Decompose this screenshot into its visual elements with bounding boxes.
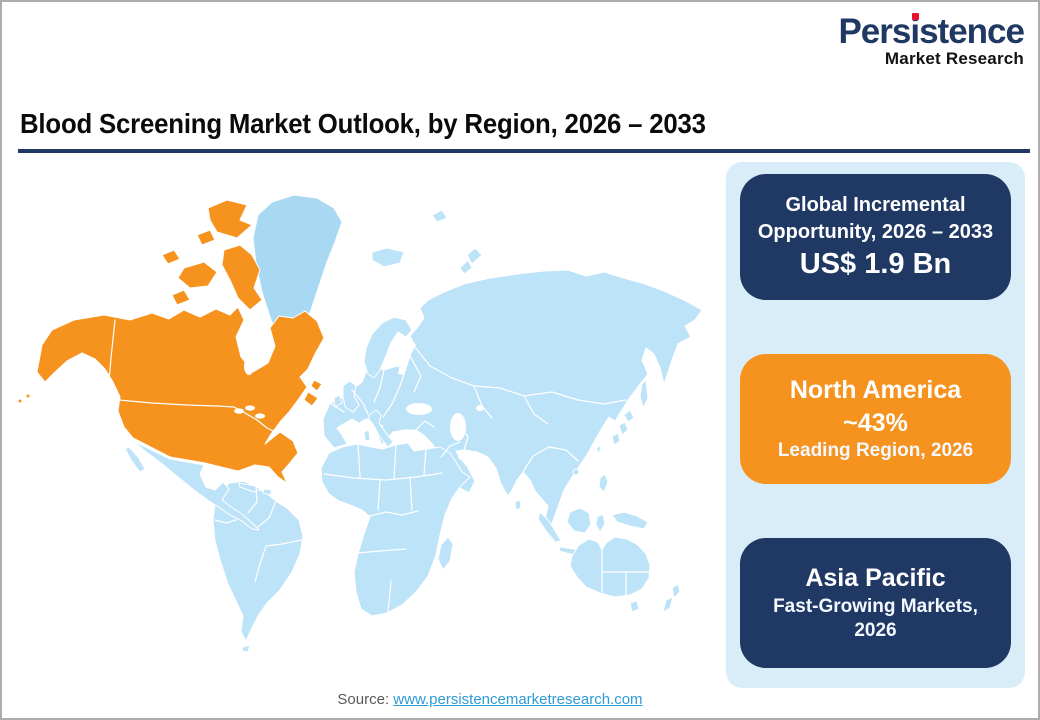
region-uk [342,380,360,413]
region-hainan [572,468,580,476]
region-mexico-central-america [132,440,260,531]
region-greenland [252,194,343,351]
persistence-market-research-logo: Persistence Market Research [838,12,1025,68]
title-underline [18,149,1030,153]
great-lakes [245,405,255,411]
card-value: ~43% [843,408,908,437]
world-map [17,194,703,653]
card-title: North America [789,376,962,405]
james-bay [244,357,254,375]
card-value: US$ 1.9 Bn [799,247,952,280]
great-lakes [255,413,265,419]
region-caribbean [238,482,273,496]
region-italy [368,409,394,448]
source-line: Source: www.persistencemarketresearch.co… [2,691,978,708]
persian-gulf [458,454,470,460]
baltic-sea [398,339,416,375]
region-north-america [17,199,325,484]
card-subtitle: Fast-Growing Markets, [773,595,978,617]
aral-sea [476,405,484,411]
card-title: Asia Pacific [805,564,946,593]
card-subtitle: 2026 [854,620,897,642]
region-australia [569,536,651,598]
card-asia-pacific: Asia Pacific Fast-Growing Markets, 2026 [740,538,1011,668]
card-subtitle: Leading Region, 2026 [777,440,974,462]
region-baja-california [124,446,146,473]
australia-state-borders [601,544,650,597]
region-sakhalin [639,379,649,409]
region-new-zealand [662,583,681,613]
great-lakes [234,408,244,414]
card-north-america: North America ~43% Leading Region, 2026 [740,354,1011,484]
region-svalbard [431,209,448,223]
region-eurasia [322,269,703,532]
africa-borders [323,443,443,613]
source-link[interactable]: www.persistencemarketresearch.com [393,691,643,708]
logo-red-dot-i: i [910,12,920,51]
region-japan [611,409,635,446]
region-ireland [333,394,343,408]
region-madagascar [437,536,454,571]
caspian-sea [450,413,466,441]
region-africa [320,442,471,617]
card-label: Opportunity, 2026 – 2033 [757,220,994,243]
stats-panel: Global Incremental Opportunity, 2026 – 2… [726,162,1025,688]
card-label: Global Incremental [785,193,966,216]
region-tierra-del-fuego [241,644,251,653]
region-novaya-zemlya [459,247,483,275]
card-global-incremental-opportunity: Global Incremental Opportunity, 2026 – 2… [740,174,1011,300]
page-title: Blood Screening Market Outlook, by Regio… [20,108,706,139]
logo-brand: Persistence [838,12,1025,51]
logo-tagline: Market Research [884,49,1024,68]
region-scandinavia [363,316,413,379]
eurasia-borders [329,345,627,473]
source-prefix: Source: [337,691,394,708]
region-tasmania [629,600,640,613]
region-iceland [371,247,405,268]
south-america-borders [214,486,302,583]
black-sea [406,403,432,415]
north-america-borders [107,319,276,433]
